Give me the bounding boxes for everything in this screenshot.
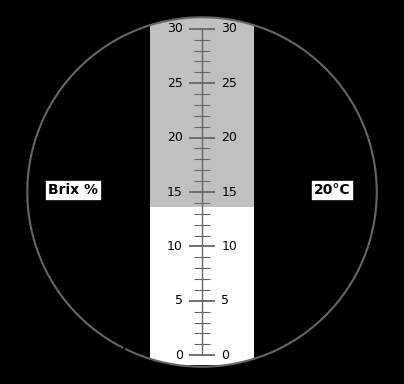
Text: 15: 15 (221, 185, 237, 199)
Text: 0: 0 (221, 349, 229, 362)
Text: 5: 5 (221, 294, 229, 307)
Text: 20°C: 20°C (314, 183, 351, 197)
Text: Brix %: Brix % (48, 183, 98, 197)
Text: 20: 20 (221, 131, 237, 144)
Text: 25: 25 (167, 77, 183, 90)
Text: 5: 5 (175, 294, 183, 307)
Text: 10: 10 (167, 240, 183, 253)
Text: 15: 15 (167, 185, 183, 199)
Bar (150, 207, 254, 365)
Bar (150, 17, 254, 207)
Text: 0: 0 (175, 349, 183, 362)
Text: 25: 25 (221, 77, 237, 90)
Text: 30: 30 (167, 22, 183, 35)
Text: 10: 10 (221, 240, 237, 253)
Text: 30: 30 (221, 22, 237, 35)
Text: Field of View: Field of View (25, 344, 126, 358)
Text: 20: 20 (167, 131, 183, 144)
